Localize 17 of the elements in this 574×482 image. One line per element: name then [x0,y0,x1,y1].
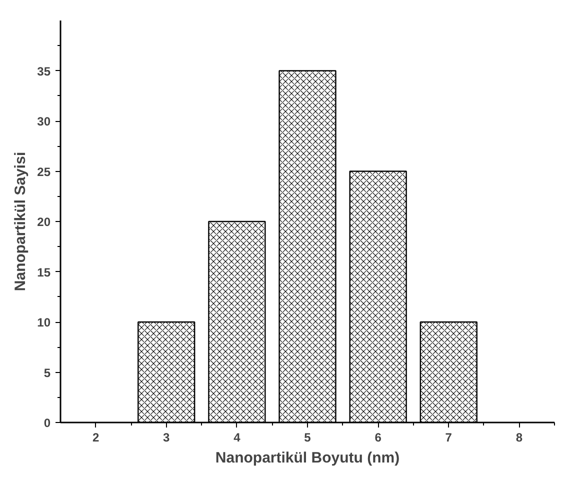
x-tick-label: 4 [234,430,241,444]
x-tick-label: 2 [92,430,100,444]
y-tick-label: 25 [37,164,51,179]
x-axis-title: Nanopartikül Boyutu (nm) [215,450,400,466]
y-tick-label: 20 [37,215,51,229]
x-tick-label: 8 [516,430,523,444]
y-tick-label: 15 [37,265,51,280]
y-tick-label: 35 [37,64,51,78]
x-tick-label: 5 [304,430,312,444]
x-tick-label: 6 [374,430,382,444]
x-tick-label: 3 [163,430,170,444]
y-tick-label: 10 [37,316,51,330]
y-tick-label: 5 [44,366,51,380]
x-tick-label: 7 [445,430,452,444]
y-axis-title: Nanopartikül Sayisi [12,152,30,292]
y-tick-label: 30 [37,114,51,128]
y-tick-label: 0 [44,416,51,430]
